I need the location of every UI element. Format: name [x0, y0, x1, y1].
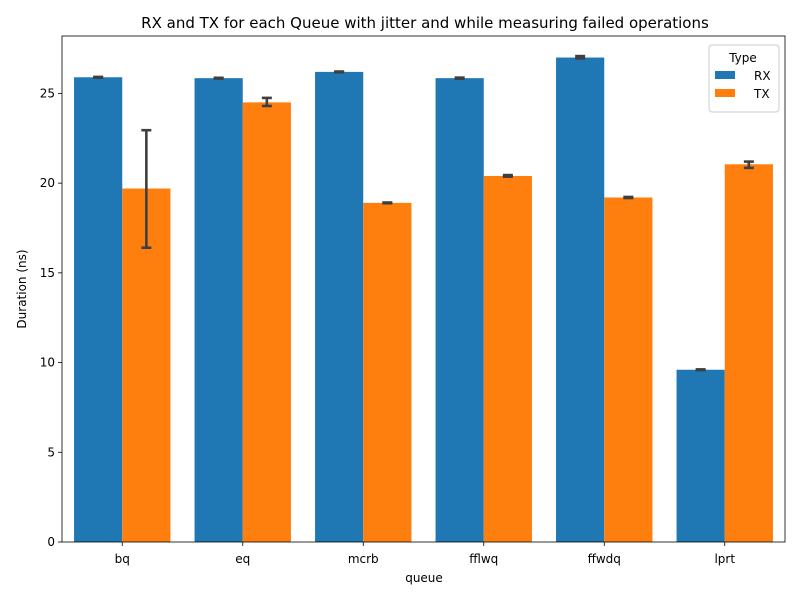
bar-rx-bq	[74, 77, 123, 542]
bar-tx-mcrb	[363, 202, 412, 542]
errorbars-layer	[93, 54, 754, 372]
x-tick-label-bq: bq	[115, 552, 130, 566]
y-tick-label-20: 20	[40, 176, 55, 190]
plot-frame	[61, 35, 786, 543]
legend-label-rx: RX	[754, 69, 771, 83]
bar-tx-eq	[242, 102, 291, 542]
x-tick-label-lprt: lprt	[714, 552, 735, 566]
legend: Type RX TX	[708, 44, 780, 113]
y-axis-label: Duration (ns)	[15, 249, 29, 328]
bar-rx-lprt	[676, 369, 725, 542]
bar-rx-fflwq	[435, 78, 484, 543]
y-tick-label-5: 5	[47, 445, 55, 459]
y-tick-label-15: 15	[40, 266, 55, 280]
x-tick-label-mcrb: mcrb	[348, 552, 379, 566]
bar-tx-fflwq	[483, 175, 532, 542]
x-axis-label: queue	[405, 571, 443, 585]
y-tick-label-10: 10	[40, 356, 55, 370]
chart-title: RX and TX for each Queue with jitter and…	[141, 14, 709, 32]
bar-tx-ffwdq	[604, 197, 653, 542]
y-tick-label-0: 0	[47, 535, 55, 549]
bars-layer	[74, 57, 773, 543]
x-axis: bq eq mcrb fflwq ffwdq lprt	[115, 542, 735, 566]
bar-rx-mcrb	[315, 71, 364, 542]
x-tick-label-ffwdq: ffwdq	[588, 552, 621, 566]
bar-rx-ffwdq	[556, 57, 605, 542]
bar-rx-eq	[194, 78, 243, 543]
bar-tx-lprt	[724, 164, 773, 543]
legend-swatch-tx	[715, 89, 735, 97]
y-tick-label-25: 25	[40, 86, 55, 100]
legend-swatch-rx	[715, 71, 735, 79]
y-axis: 0 5 10 15 20 25	[40, 86, 62, 549]
x-tick-label-fflwq: fflwq	[469, 552, 498, 566]
legend-title: Type	[728, 51, 757, 65]
legend-label-tx: TX	[753, 87, 770, 101]
x-tick-label-eq: eq	[235, 552, 250, 566]
